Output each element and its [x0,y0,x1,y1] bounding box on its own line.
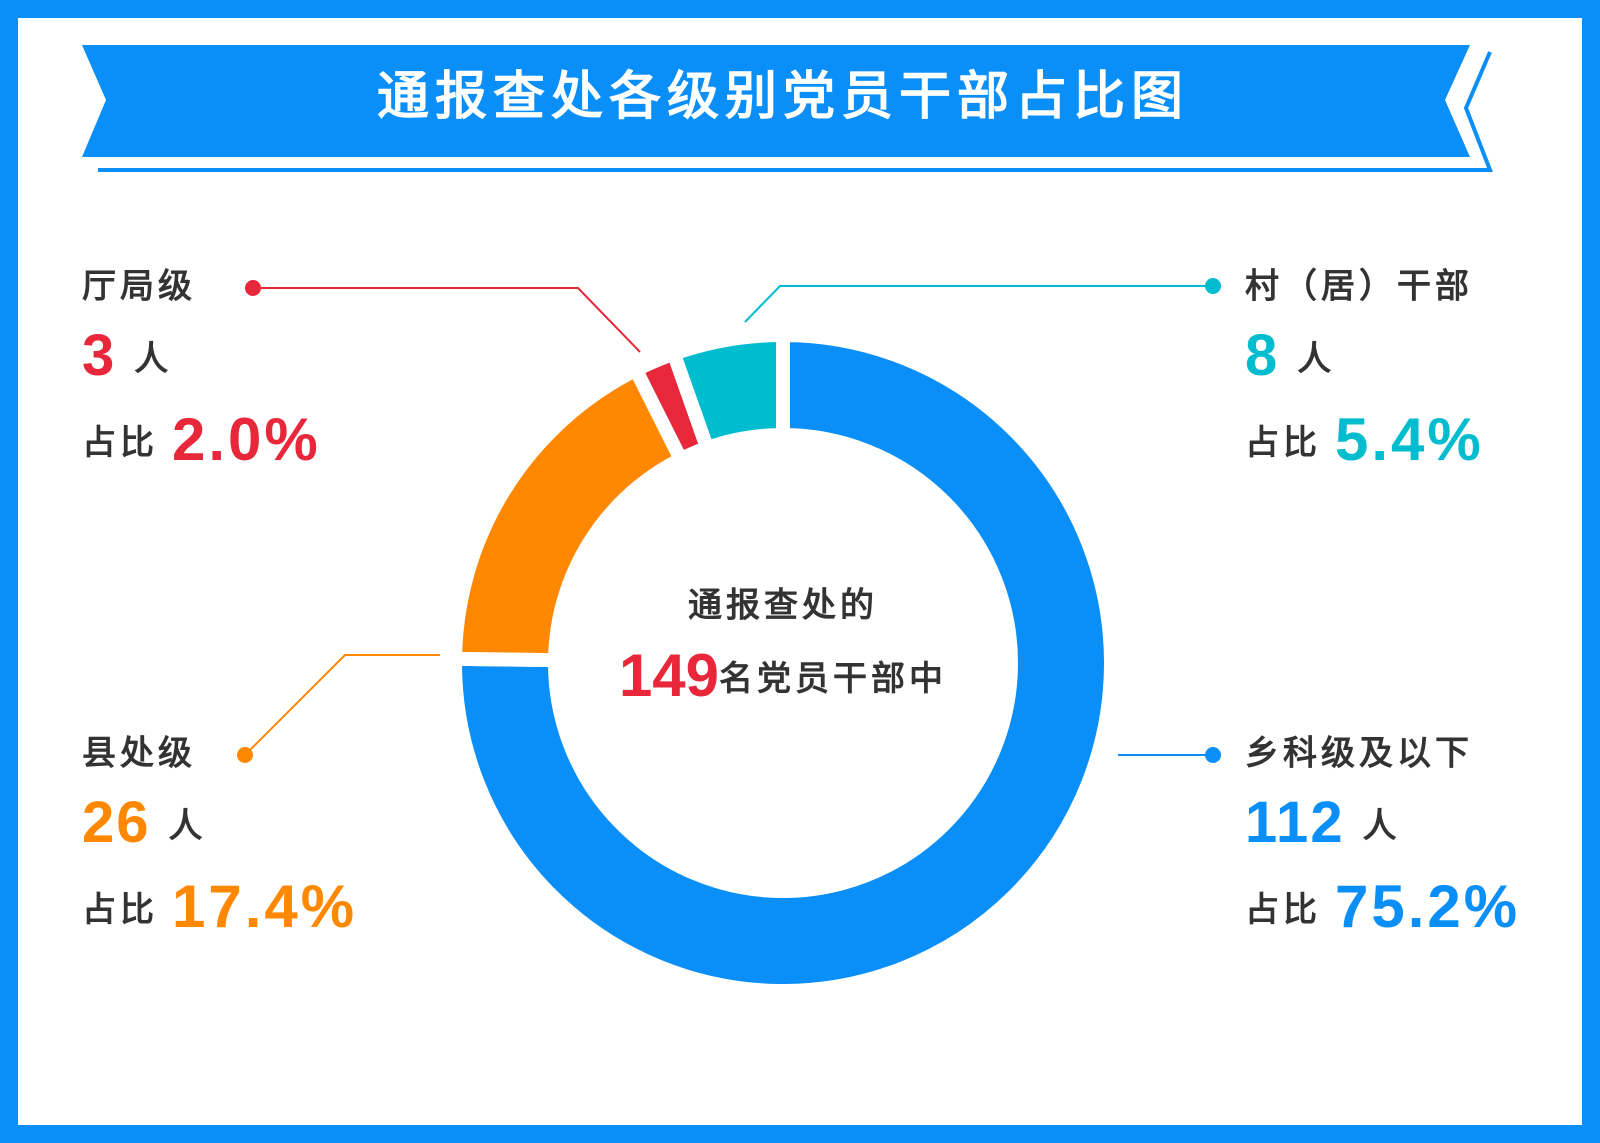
donut-slice [448,327,1118,998]
center-text: 149名党员干部中 [619,642,947,709]
share-prefix: 占比 [1245,890,1321,930]
banner-outline [98,51,1493,172]
unit: 人 [1363,806,1401,846]
share-value: 17.4% [172,873,357,940]
leader-dot [1205,747,1221,763]
count-label: 112 人 [1245,790,1401,855]
unit: 人 [169,806,207,846]
count: 112 [1245,790,1345,855]
share-prefix: 占比 [1245,423,1321,463]
count-label: 26 人 [82,790,207,855]
share-value: 5.4% [1335,406,1484,473]
center-text-2: 名党员干部中 [719,659,947,699]
leader-dot [1205,278,1221,294]
title-banner [82,45,1470,157]
leader-dot [237,747,253,763]
center-text: 通报查处的 [688,586,878,626]
count: 3 [82,323,116,388]
count: 26 [82,790,151,855]
category-label: 乡科级及以下 [1245,734,1473,774]
share-label: 占比 2.0% [82,406,321,473]
share-prefix: 占比 [82,890,158,930]
count: 8 [1245,323,1279,388]
share-label: 占比 75.2% [1245,873,1520,940]
leader-dot [245,280,261,296]
share-label: 占比 5.4% [1245,406,1484,473]
chart-title: 通报查处各级别党员干部占比图 [377,67,1189,127]
leader-line [744,285,1213,323]
donut-slice [664,327,790,457]
share-label: 占比 17.4% [82,873,357,940]
category-label: 村（居）干部 [1245,267,1473,307]
total: 149 [619,642,719,709]
unit: 人 [134,339,172,379]
leader-line [253,287,641,353]
leader-line [244,654,440,756]
category-label: 县处级 [82,734,196,774]
category-label: 厅局级 [82,267,196,307]
unit: 人 [1297,339,1335,379]
share-value: 75.2% [1335,873,1520,940]
share-value: 2.0% [172,406,321,473]
share-prefix: 占比 [82,423,158,463]
